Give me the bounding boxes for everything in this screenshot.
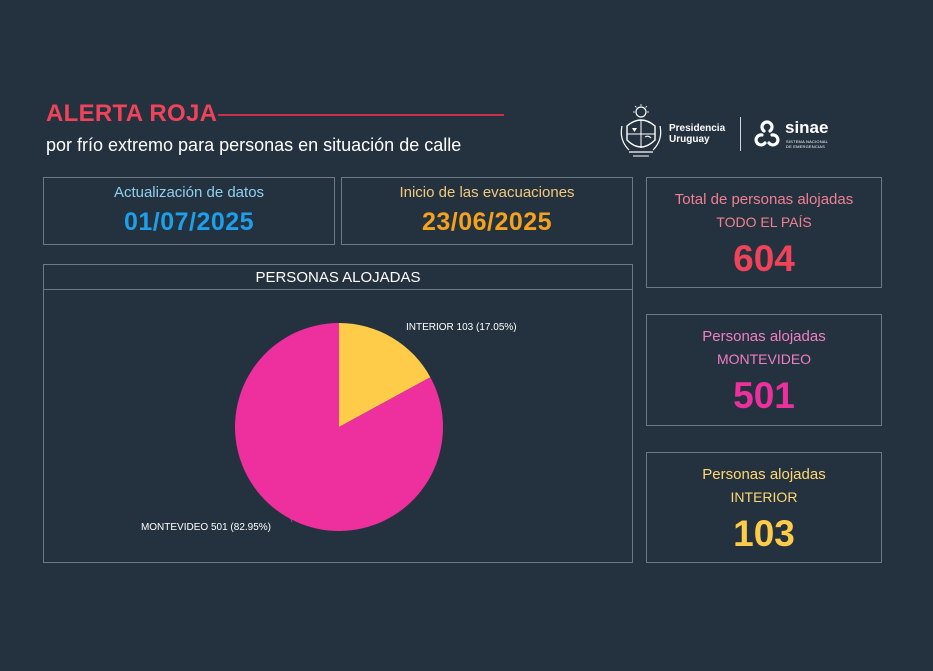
- sinae-trefoil-icon: [754, 120, 780, 147]
- pie-label-montevideo: MONTEVIDEO 501 (82.95%): [141, 522, 271, 533]
- pie-slice-interior[interactable]: [339, 323, 431, 427]
- total-sheltered-scope: TODO EL PAÍS: [716, 214, 812, 230]
- title-underline: [218, 114, 504, 116]
- sheltered-pie-panel: PERSONAS ALOJADAS INTERIOR 103 (17.05%) M…: [43, 264, 633, 563]
- sinae-logo: sinae SISTEMA NACIONAL DE EMERGENCIAS: [752, 118, 842, 150]
- presidencia-line1: Presidencia: [669, 123, 726, 134]
- pie-label-interior: INTERIOR 103 (17.05%): [406, 322, 517, 333]
- pie-chart-title: PERSONAS ALOJADAS: [44, 265, 632, 290]
- presidencia-logo: Presidencia Uruguay: [619, 104, 739, 160]
- total-sheltered-value: 604: [733, 238, 795, 279]
- pie-slice-montevideo[interactable]: [235, 323, 444, 531]
- interior-sheltered-value: 103: [733, 513, 795, 554]
- evacuation-start-card: Inicio de las evacuaciones 23/06/2025: [341, 177, 633, 245]
- montevideo-sheltered-card: Personas alojadas MONTEVIDEO 501: [646, 314, 882, 426]
- interior-sheltered-card: Personas alojadas INTERIOR 103: [646, 452, 882, 563]
- alert-subtitle: por frío extremo para personas en situac…: [46, 135, 462, 155]
- montevideo-sheltered-label: Personas alojadas: [702, 328, 826, 345]
- sinae-sub-line1: SISTEMA NACIONAL: [786, 139, 829, 144]
- interior-sheltered-label: Personas alojadas: [702, 466, 826, 483]
- evacuation-start-label: Inicio de las evacuaciones: [399, 184, 575, 201]
- logo-divider: [740, 117, 741, 151]
- interior-sheltered-scope: INTERIOR: [730, 489, 798, 505]
- pie-leader-line: [288, 511, 293, 523]
- data-update-value: 01/07/2025: [123, 208, 255, 236]
- sinae-subtitle: SISTEMA NACIONAL DE EMERGENCIAS: [786, 139, 828, 149]
- pie-chart: INTERIOR 103 (17.05%) MONTEVIDEO 501 (82.…: [141, 322, 517, 533]
- alert-title: ALERTA ROJA: [46, 100, 218, 127]
- presidencia-text: Presidencia Uruguay: [669, 123, 725, 145]
- sinae-word: sinae: [785, 118, 829, 137]
- montevideo-sheltered-scope: MONTEVIDEO: [716, 351, 812, 367]
- sinae-sub-line2: DE EMERGENCIAS: [786, 144, 826, 149]
- total-sheltered-label: Total de personas alojadas: [674, 191, 854, 208]
- uruguay-coat-of-arms-icon: [620, 104, 662, 157]
- total-sheltered-card: Total de personas alojadas TODO EL PAÍS …: [646, 177, 882, 288]
- data-update-card: Actualización de datos 01/07/2025: [43, 177, 335, 245]
- data-update-label: Actualización de datos: [113, 184, 265, 201]
- evacuation-start-value: 23/06/2025: [421, 208, 553, 236]
- montevideo-sheltered-value: 501: [733, 375, 795, 416]
- presidencia-line2: Uruguay: [669, 134, 710, 145]
